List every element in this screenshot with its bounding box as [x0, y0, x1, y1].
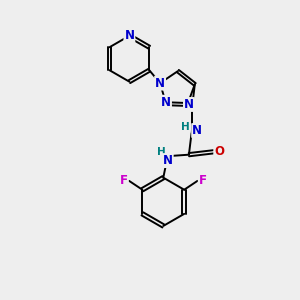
Text: N: N — [184, 98, 194, 111]
Text: F: F — [199, 174, 207, 188]
Text: N: N — [161, 96, 171, 109]
Text: N: N — [192, 124, 202, 137]
Text: H: H — [181, 122, 190, 132]
Text: F: F — [120, 174, 128, 188]
Text: H: H — [158, 147, 166, 157]
Text: N: N — [163, 154, 173, 167]
Text: N: N — [124, 29, 134, 42]
Text: O: O — [214, 145, 224, 158]
Text: N: N — [155, 76, 165, 90]
